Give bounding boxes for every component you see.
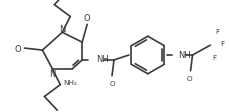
Text: F: F [211,55,215,60]
Text: O: O [84,14,90,23]
Text: O: O [14,44,21,53]
Text: F: F [219,41,224,47]
Text: F: F [214,29,218,35]
Text: N: N [49,70,55,79]
Text: NH: NH [178,50,191,59]
Text: O: O [109,80,114,86]
Text: O: O [186,75,191,81]
Text: N: N [59,25,65,33]
Text: NH: NH [96,55,108,64]
Text: NH₂: NH₂ [63,79,77,85]
